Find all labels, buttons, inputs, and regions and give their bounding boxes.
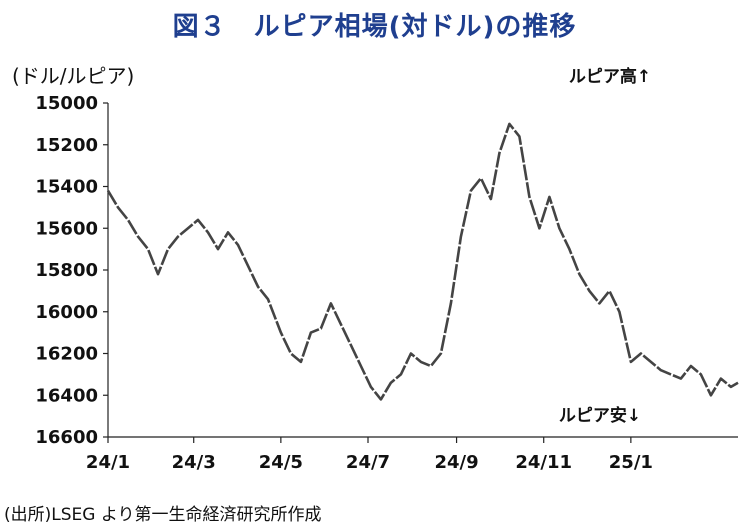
- x-tick-label: 25/1: [609, 452, 653, 473]
- x-tick-label: 24/3: [172, 452, 216, 473]
- x-tick-label: 24/1: [86, 452, 130, 473]
- source-note: (出所)LSEG より第一生命経済研究所作成: [4, 505, 322, 525]
- y-tick-label: 16400: [35, 385, 98, 406]
- y-tick-label: 16000: [35, 302, 98, 323]
- y-tick-label: 16200: [35, 344, 98, 365]
- x-tick-label: 24/5: [259, 452, 303, 473]
- y-axis: 15000 15200 15400 15600 15800 16000 16200 16400…: [35, 93, 109, 448]
- annotation-rupiah-down: ルピア安↓: [559, 405, 641, 426]
- x-tick-label: 24/7: [346, 452, 390, 473]
- series-layer: [106, 122, 739, 401]
- y-axis-unit-label: (ドル/ルピア): [12, 64, 135, 88]
- x-tick-label: 24/9: [434, 452, 478, 473]
- x-axis: 24/1 24/3 24/5 24/7 24/9 24/11 25/1: [86, 436, 738, 473]
- y-tick-label: 15000: [35, 93, 98, 114]
- x-tick-label: 24/11: [515, 452, 572, 473]
- y-tick-label: 16600: [35, 427, 98, 448]
- annotation-rupiah-up: ルピア高↑: [569, 66, 651, 87]
- chart-title: 図３ ルピア相場(対ドル)の推移: [172, 12, 577, 42]
- y-tick-label: 15400: [35, 177, 98, 198]
- y-tick-label: 15200: [35, 135, 98, 156]
- y-tick-label: 15600: [35, 218, 98, 239]
- y-tick-label: 15800: [35, 260, 98, 281]
- rupiah-series-line: [106, 122, 739, 401]
